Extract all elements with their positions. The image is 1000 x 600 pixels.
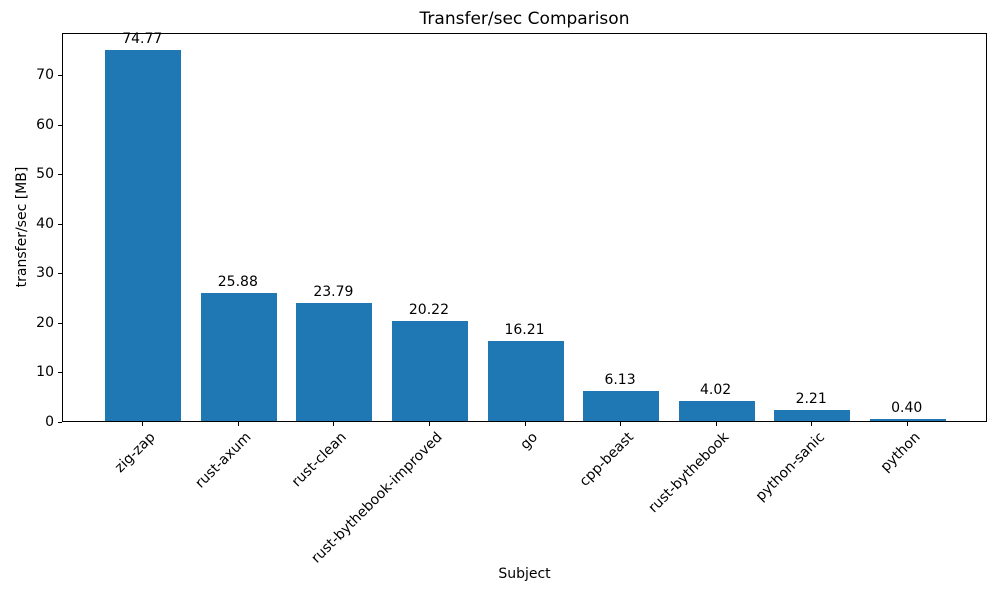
bar-cpp-beast	[583, 390, 660, 421]
y-tick-mark	[58, 223, 62, 225]
y-tick-mark	[58, 422, 62, 423]
bar-value-label: 74.77	[122, 31, 163, 48]
y-tick-label: 10	[36, 364, 54, 381]
x-tick-mark	[333, 422, 335, 426]
bar-value-label: 25.88	[217, 273, 258, 290]
x-tick-label: rust-axum	[192, 429, 255, 492]
x-tick-label: go	[517, 429, 542, 453]
x-tick-label: cpp-beast	[576, 429, 637, 490]
y-tick-label: 60	[36, 116, 54, 133]
bar-value-label: 2.21	[795, 391, 827, 408]
x-tick-label: rust-bythebook	[645, 429, 733, 517]
chart-title: Transfer/sec Comparison	[419, 9, 630, 29]
x-tick-mark	[811, 422, 813, 426]
x-tick-mark	[524, 422, 526, 426]
plot-area	[62, 33, 987, 422]
y-tick-mark	[58, 124, 62, 126]
bar-value-label: 6.13	[604, 371, 636, 388]
x-tick-mark	[715, 422, 717, 426]
y-tick-mark	[58, 174, 62, 176]
x-tick-mark	[620, 422, 622, 426]
bar-go	[487, 340, 564, 421]
x-tick-mark	[906, 422, 908, 426]
x-tick-label: python-sanic	[752, 429, 828, 505]
y-tick-mark	[58, 372, 62, 374]
y-tick-label: 0	[45, 414, 54, 430]
bar-value-label: 4.02	[700, 382, 732, 399]
bar-rust-bythebook	[678, 401, 755, 421]
x-tick-label: python	[877, 429, 924, 476]
x-tick-label: zig-zap	[112, 429, 159, 476]
bar-value-label: 16.21	[504, 321, 545, 338]
x-tick-mark	[142, 422, 144, 426]
bar-python	[869, 419, 946, 421]
y-tick-mark	[58, 322, 62, 324]
y-tick-label: 50	[36, 166, 54, 183]
y-tick-label: 30	[36, 265, 54, 282]
x-tick-label: rust-clean	[289, 429, 350, 491]
x-tick-mark	[237, 422, 239, 426]
bar-python-sanic	[774, 410, 851, 421]
bar-rust-axum	[200, 292, 277, 421]
bar-value-label: 20.22	[408, 301, 449, 318]
y-tick-label: 70	[36, 67, 54, 84]
y-tick-mark	[58, 273, 62, 275]
y-tick-mark	[58, 75, 62, 77]
x-tick-mark	[428, 422, 430, 426]
bar-value-label: 0.40	[891, 400, 923, 417]
x-axis-label: Subject	[498, 566, 551, 582]
bar-zig-zap	[105, 50, 182, 421]
y-tick-label: 20	[36, 314, 54, 331]
bar-rust-clean	[296, 303, 373, 421]
y-tick-label: 40	[36, 215, 54, 232]
bar-rust-bythebook-improved	[391, 320, 468, 421]
bar-value-label: 23.79	[313, 284, 354, 301]
